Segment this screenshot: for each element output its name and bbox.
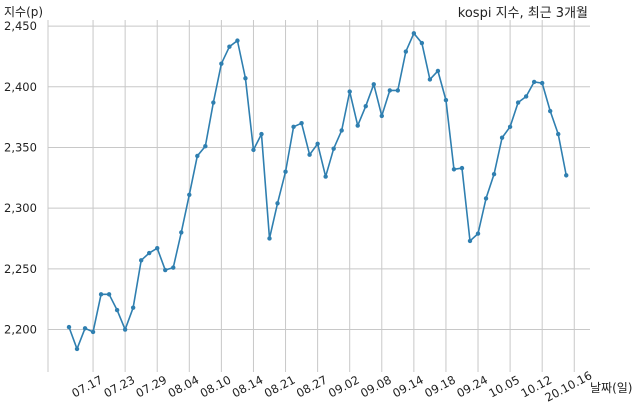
data-point [195, 153, 200, 159]
data-point [291, 124, 296, 130]
x-tick-label: 08.04 [166, 373, 202, 401]
x-axis-label: 날짜(일) [590, 381, 632, 395]
data-point [548, 108, 553, 114]
y-tick-label: 2,300 [4, 201, 37, 215]
x-tick-label: 09.14 [390, 373, 426, 401]
data-point [187, 192, 192, 197]
data-point [395, 88, 401, 93]
data-point [419, 40, 425, 46]
data-point [82, 326, 88, 331]
y-tick-label: 2,400 [4, 80, 37, 94]
data-point [531, 79, 537, 85]
data-point [283, 169, 288, 174]
x-tick-label: 08.10 [198, 373, 234, 401]
x-tick-label: 08.27 [294, 373, 330, 401]
data-point [427, 77, 433, 82]
x-tick-label: 07.29 [134, 373, 170, 401]
data-point [556, 131, 561, 137]
x-tick-label: 07.23 [101, 373, 137, 401]
x-tick-labels: 07.1707.2307.2908.0408.1008.1408.2108.27… [69, 368, 594, 404]
data-point [163, 267, 168, 273]
data-point [451, 167, 457, 172]
data-point [299, 120, 304, 126]
data-point [307, 152, 312, 157]
x-tick-label: 07.17 [69, 373, 105, 401]
data-point [171, 265, 176, 270]
chart-title: kospi 지수, 최근 3개월 [458, 6, 588, 21]
data-point [475, 231, 481, 236]
y-tick-labels: 2,200 2,250 2,300 2,350 2,400 2,450 [4, 19, 37, 336]
y-tick-label: 2,250 [4, 262, 37, 276]
data-point [259, 131, 264, 137]
data-point [203, 144, 208, 149]
data-point [411, 31, 417, 36]
data-point [323, 174, 328, 179]
x-tick-label: 09.02 [326, 373, 362, 401]
data-point [467, 238, 473, 244]
data-point [371, 82, 376, 87]
data-point [499, 135, 505, 140]
data-point [227, 44, 232, 49]
y-tick-label: 2,450 [4, 19, 37, 33]
data-point [363, 103, 368, 109]
data-point [235, 38, 240, 43]
data-point [435, 68, 441, 74]
data-point [443, 97, 449, 103]
data-point [90, 329, 96, 335]
y-tick-label: 2,350 [4, 140, 37, 154]
x-tick-label: 08.14 [230, 373, 266, 401]
data-point [275, 201, 280, 206]
data-point [155, 245, 160, 251]
x-tick-label: 09.08 [358, 373, 394, 401]
data-point [243, 76, 248, 81]
data-point [211, 100, 216, 105]
data-point [355, 123, 360, 128]
y-axis-label: 지수(p) [4, 5, 43, 19]
data-point [491, 171, 497, 177]
series-layer [66, 31, 569, 352]
data-point [387, 88, 392, 93]
data-point [347, 89, 352, 94]
data-point [523, 94, 529, 99]
x-tick-label: 09.18 [422, 373, 458, 401]
data-point [564, 173, 569, 178]
data-point [403, 49, 409, 54]
data-point [379, 113, 384, 119]
data-point [147, 250, 152, 256]
data-point [331, 146, 336, 151]
data-point [122, 327, 128, 332]
x-tick-label: 10.05 [486, 373, 522, 401]
data-point [539, 80, 545, 86]
data-point [98, 292, 104, 297]
gridlines [48, 20, 590, 372]
data-point [219, 61, 224, 66]
data-point [459, 165, 465, 171]
data-point [507, 124, 513, 130]
data-point [179, 230, 184, 235]
data-point [251, 147, 256, 153]
data-point [267, 236, 272, 241]
data-point [138, 258, 144, 263]
data-point [483, 196, 489, 201]
data-point [130, 305, 136, 310]
x-tick-label: 09.24 [454, 373, 490, 401]
data-point [106, 292, 112, 297]
data-point [339, 128, 344, 133]
x-tick-label: 08.21 [262, 373, 298, 401]
data-point [515, 100, 521, 105]
data-point [66, 324, 72, 330]
data-point [315, 141, 320, 147]
y-tick-label: 2,200 [4, 323, 37, 337]
data-point [114, 307, 120, 313]
data-point [74, 346, 80, 352]
